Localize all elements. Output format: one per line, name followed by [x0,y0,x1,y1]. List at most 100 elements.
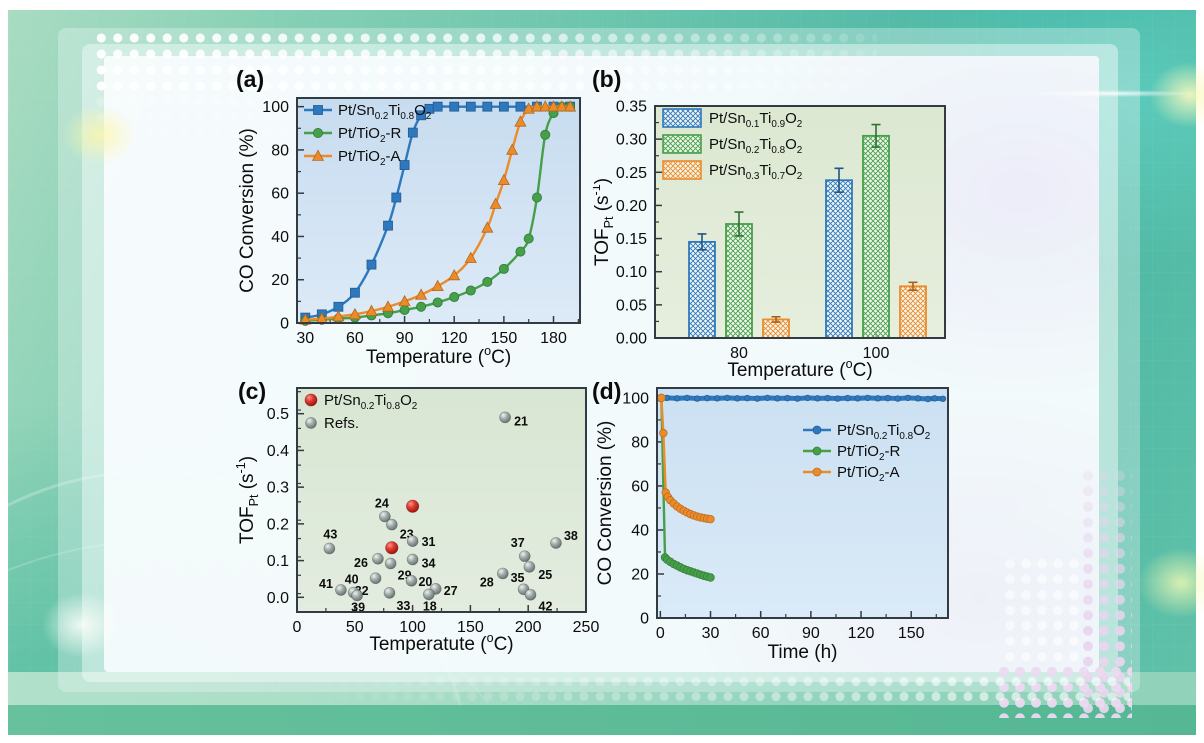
svg-text:90: 90 [396,330,414,347]
svg-text:34: 34 [422,556,436,570]
svg-text:TOFPt (s-1): TOFPt (s-1) [234,456,261,544]
svg-text:150: 150 [898,625,925,642]
svg-text:0.5: 0.5 [267,406,289,423]
svg-text:0.2: 0.2 [267,516,289,533]
svg-text:0.1: 0.1 [267,553,289,570]
svg-text:33: 33 [396,599,410,613]
svg-text:Pt/TiO2-A: Pt/TiO2-A [338,148,400,168]
svg-text:40: 40 [345,573,359,587]
svg-text:80: 80 [730,345,748,362]
svg-text:38: 38 [564,529,578,543]
svg-text:60: 60 [346,330,364,347]
svg-text:Temperatute (oC): Temperatute (oC) [369,631,513,655]
panel-c-plot: 0.00.10.20.30.40.50 50 100 150 200 2502124233… [234,387,600,655]
svg-text:90: 90 [802,625,820,642]
svg-text:Pt/TiO2-A: Pt/TiO2-A [837,464,899,484]
svg-text:Temperature (oC): Temperature (oC) [727,357,872,381]
svg-text:24: 24 [375,497,389,511]
svg-text:Pt/TiO2-R: Pt/TiO2-R [338,125,401,145]
halftone-dots-panel-corner [1002,556,1084,666]
svg-text:0.3: 0.3 [267,480,289,497]
panel-d-label: (d) [592,378,622,404]
svg-text:42: 42 [539,600,553,614]
svg-text:180: 180 [540,330,567,347]
svg-text:CO Conversion (%): CO Conversion (%) [595,421,616,586]
svg-text:0.35: 0.35 [616,99,647,116]
svg-text:60: 60 [752,625,770,642]
svg-text:0.15: 0.15 [616,231,647,248]
svg-text:CO Conversion (%): CO Conversion (%) [237,128,258,293]
panel-c-label: (c) [238,378,267,404]
svg-text:80: 80 [271,142,289,159]
panel-a-light-off-chart: 0 20 40 60 80 100 30 60 90 120 150 180 Temperature (… [230,66,592,372]
svg-text:41: 41 [319,577,333,591]
svg-text:0: 0 [656,625,665,642]
svg-text:0: 0 [293,619,302,636]
panel-d-stability-chart: 0 20 40 60 80 100 0 30 60 90 120 150 Time (h) CO Conv… [593,376,971,674]
svg-text:100: 100 [863,345,890,362]
halftone-dots-bottom-band [240,674,1130,706]
svg-text:40: 40 [271,229,289,246]
svg-text:Pt/Sn0.2Ti0.8O2: Pt/Sn0.2Ti0.8O2 [837,422,930,442]
svg-text:20: 20 [271,272,289,289]
svg-text:Temperature (oC): Temperature (oC) [366,344,511,368]
panel-c-tof-scatter-chart: 0.0 0.1 0.2 0.3 0.4 0.5 0 50 100 150 200 250 21 24 23 3… [230,376,602,672]
halftone-dots-top [93,30,877,94]
svg-text:30: 30 [702,625,720,642]
svg-text:200: 200 [515,619,542,636]
svg-text:20: 20 [418,575,432,589]
glow-spot [42,592,122,658]
svg-text:28: 28 [480,575,494,589]
svg-text:150: 150 [491,330,518,347]
svg-text:60: 60 [271,186,289,203]
svg-text:150: 150 [457,619,484,636]
svg-text:Pt/Sn0.2Ti0.8O2: Pt/Sn0.2Ti0.8O2 [709,136,802,156]
svg-text:0: 0 [280,316,289,333]
svg-text:Pt/Sn0.3Ti0.7O2: Pt/Sn0.3Ti0.7O2 [709,162,802,182]
svg-text:80: 80 [631,434,649,451]
svg-text:0.4: 0.4 [267,443,289,460]
svg-text:26: 26 [354,556,368,570]
svg-text:0.10: 0.10 [616,264,647,281]
svg-text:Pt/Sn0.1Ti0.9O2: Pt/Sn0.1Ti0.9O2 [709,110,802,130]
panel-a-label: (a) [236,66,265,92]
svg-text:35: 35 [511,571,525,585]
svg-text:37: 37 [511,536,525,550]
svg-text:39: 39 [351,600,365,614]
light-streak [1020,90,1200,97]
svg-text:30: 30 [296,330,314,347]
svg-text:50: 50 [346,619,364,636]
svg-text:Pt/Sn0.2Ti0.8O2: Pt/Sn0.2Ti0.8O2 [324,392,417,412]
svg-text:0.25: 0.25 [616,165,647,182]
svg-text:25: 25 [538,568,552,582]
svg-text:Time (h): Time (h) [767,642,837,663]
panel-b-tof-bar-chart: 0.00 0.05 0.10 0.15 0.20 0.25 0.30 0.35 80 100 Tem… [589,66,961,382]
svg-text:250: 250 [573,619,600,636]
svg-text:0.0: 0.0 [267,590,289,607]
svg-text:100: 100 [622,390,649,407]
svg-text:18: 18 [423,599,437,613]
svg-text:27: 27 [444,584,458,598]
svg-text:20: 20 [631,566,649,583]
svg-text:21: 21 [514,414,528,428]
panel-b-plot: 0.00 0.05 0.10 0.15 0.20 0.25 0.30 0.35 80 100Tem… [589,99,946,381]
svg-text:Pt/Sn0.2Ti0.8O2: Pt/Sn0.2Ti0.8O2 [338,102,431,122]
svg-text:0.05: 0.05 [616,297,647,314]
glow-spot [1138,548,1204,618]
svg-text:TOFPt (s-1): TOFPt (s-1) [593,178,616,266]
svg-text:100: 100 [399,619,426,636]
svg-text:31: 31 [422,535,436,549]
svg-text:120: 120 [848,625,875,642]
svg-text:0: 0 [640,611,649,628]
panel-a-plot: 0 20 40 60 80 100 30 60 90 120 150 180 Temperature (… [237,97,581,368]
svg-text:0.30: 0.30 [616,132,647,149]
svg-text:Refs.: Refs. [324,415,359,432]
panel-d-plot: 0 20 40 60 80 100 0 30 60 90 120 150 Time (h) CO Conv… [595,387,949,663]
svg-text:0.00: 0.00 [616,331,647,348]
svg-text:60: 60 [631,478,649,495]
svg-text:Pt/TiO2-R: Pt/TiO2-R [837,443,900,463]
svg-text:100: 100 [262,99,289,116]
glow-spot [62,105,136,165]
svg-text:0.20: 0.20 [616,198,647,215]
svg-text:40: 40 [631,522,649,539]
